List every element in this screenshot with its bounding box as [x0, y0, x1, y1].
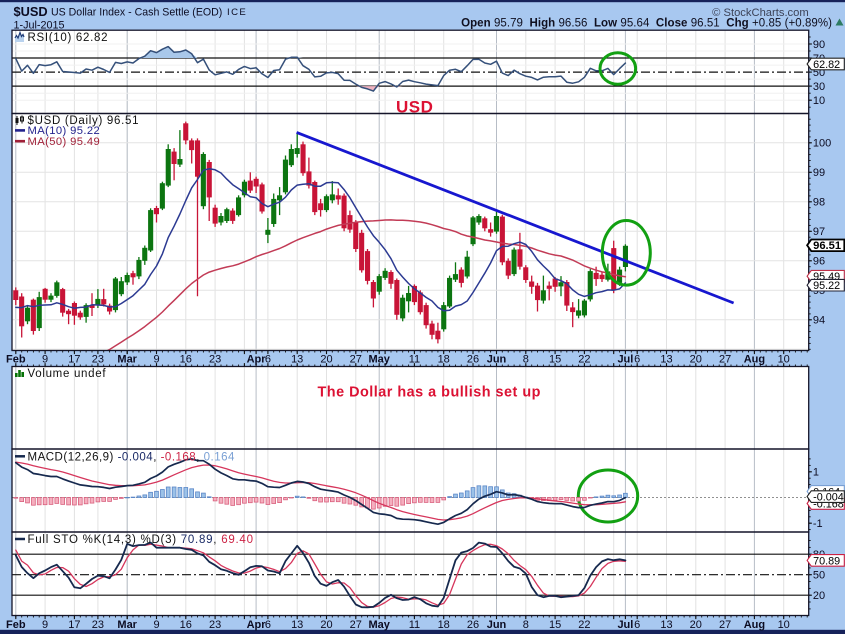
svg-text:96.51: 96.51: [813, 240, 841, 252]
svg-text:1-Jul-2015: 1-Jul-2015: [14, 20, 65, 32]
svg-text:RSI(10) 62.82: RSI(10) 62.82: [28, 32, 109, 44]
svg-text:9: 9: [42, 619, 48, 631]
svg-text:90: 90: [813, 39, 825, 51]
svg-text:May: May: [368, 619, 390, 631]
svg-text:23: 23: [92, 619, 104, 631]
svg-text:10: 10: [813, 95, 825, 107]
svg-text:98: 98: [813, 197, 825, 209]
svg-text:1: 1: [813, 467, 819, 479]
svg-text:$USD: $USD: [14, 4, 48, 19]
svg-text:27: 27: [719, 353, 731, 365]
svg-text:ICE: ICE: [227, 7, 247, 18]
svg-text:70.89: 70.89: [813, 555, 840, 567]
svg-text:Mar: Mar: [117, 619, 137, 631]
svg-text:USD: USD: [396, 98, 433, 117]
svg-text:13: 13: [291, 619, 303, 631]
svg-text:17: 17: [68, 353, 80, 365]
svg-text:26: 26: [467, 353, 479, 365]
svg-text:6: 6: [265, 619, 271, 631]
svg-text:Jul: Jul: [617, 619, 633, 631]
svg-text:30: 30: [813, 81, 825, 93]
svg-text:13: 13: [660, 353, 672, 365]
svg-text:20: 20: [690, 353, 702, 365]
svg-text:23: 23: [92, 353, 104, 365]
svg-text:8: 8: [523, 619, 529, 631]
svg-text:23: 23: [209, 353, 221, 365]
svg-text:15: 15: [549, 619, 561, 631]
svg-text:Jun: Jun: [487, 619, 507, 631]
svg-text:10: 10: [778, 353, 790, 365]
svg-text:The Dollar has a bullish set u: The Dollar has a bullish set up: [318, 385, 541, 401]
svg-text:Volume undef: Volume undef: [28, 368, 107, 380]
svg-text:© StockCharts.com: © StockCharts.com: [712, 7, 809, 19]
svg-text:9: 9: [42, 353, 48, 365]
svg-text:8: 8: [523, 353, 529, 365]
svg-text:99: 99: [813, 167, 825, 179]
svg-text:27: 27: [719, 619, 731, 631]
svg-text:Feb: Feb: [6, 619, 26, 631]
svg-text:18: 18: [438, 619, 450, 631]
svg-text:Jun: Jun: [487, 353, 507, 365]
svg-text:100: 100: [813, 138, 831, 150]
svg-text:20: 20: [320, 619, 332, 631]
svg-text:Apr: Apr: [247, 619, 267, 631]
svg-text:20: 20: [813, 590, 825, 602]
svg-text:50: 50: [813, 570, 825, 582]
svg-text:95.22: 95.22: [813, 280, 840, 292]
svg-text:23: 23: [209, 619, 221, 631]
svg-text:-1: -1: [813, 518, 823, 530]
svg-text:26: 26: [467, 619, 479, 631]
svg-text:Feb: Feb: [6, 353, 26, 365]
svg-text:27: 27: [350, 353, 362, 365]
svg-text:97: 97: [813, 226, 825, 238]
svg-text:Aug: Aug: [744, 353, 765, 365]
svg-text:9: 9: [153, 353, 159, 365]
svg-text:96: 96: [813, 256, 825, 268]
svg-text:US Dollar Index - Cash Settle: US Dollar Index - Cash Settle (EOD): [51, 7, 222, 19]
svg-text:13: 13: [291, 353, 303, 365]
svg-text:16: 16: [180, 353, 192, 365]
svg-text:13: 13: [660, 619, 672, 631]
svg-text:17: 17: [68, 619, 80, 631]
svg-text:27: 27: [350, 619, 362, 631]
svg-text:6: 6: [265, 353, 271, 365]
svg-text:May: May: [368, 353, 390, 365]
svg-text:16: 16: [180, 619, 192, 631]
svg-text:15: 15: [549, 353, 561, 365]
svg-text:11: 11: [409, 353, 420, 365]
svg-text:-0.004: -0.004: [813, 492, 844, 504]
svg-text:62.82: 62.82: [813, 59, 840, 71]
svg-text:20: 20: [690, 619, 702, 631]
svg-text:MA(50) 95.49: MA(50) 95.49: [28, 136, 101, 148]
svg-text:9: 9: [153, 619, 159, 631]
svg-text:MACD(12,26,9) -0.004, -0.168,: MACD(12,26,9) -0.004, -0.168, 0.164: [28, 451, 235, 463]
svg-text:MA(10) 95.22: MA(10) 95.22: [28, 125, 101, 137]
svg-text:Jul: Jul: [617, 353, 633, 365]
svg-text:Aug: Aug: [744, 619, 765, 631]
svg-text:22: 22: [578, 619, 590, 631]
svg-text:22: 22: [578, 353, 590, 365]
svg-text:18: 18: [438, 353, 450, 365]
svg-text:94: 94: [813, 315, 825, 327]
svg-text:11: 11: [409, 619, 420, 631]
svg-text:Apr: Apr: [247, 353, 267, 365]
svg-text:10: 10: [778, 619, 790, 631]
svg-text:20: 20: [320, 353, 332, 365]
svg-text:6: 6: [634, 353, 640, 365]
svg-text:Open 95.79 High 96.56 Low 95: Open 95.79 High 96.56 Low 95.64 Close 96…: [461, 18, 832, 30]
svg-text:Full STO %K(14,3) %D(3) 70.89,: Full STO %K(14,3) %D(3) 70.89, 69.40: [28, 534, 254, 546]
svg-text:6: 6: [634, 619, 640, 631]
svg-text:$USD (Daily) 96.51: $USD (Daily) 96.51: [28, 115, 140, 127]
svg-text:Mar: Mar: [117, 353, 137, 365]
